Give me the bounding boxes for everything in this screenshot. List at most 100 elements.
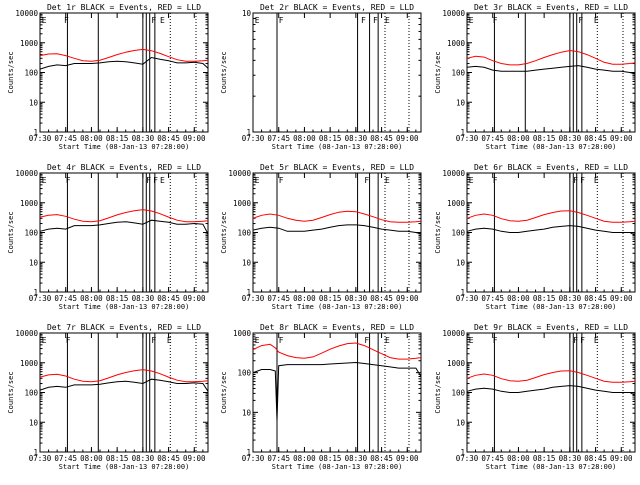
y-tick-label: 1 [460,288,465,297]
chart-title: Det 2r BLACK = Events, RED = LLD [260,3,414,12]
plot-frame [466,12,636,133]
y-axis-label: Counts/sec [220,371,228,413]
x-tick-label: 07:45 [54,294,77,303]
annotation-label: F [493,336,498,345]
x-axis-label: Start Time (08-Jan-13 07:28:00) [272,143,403,151]
chart-title: Det 3r BLACK = Events, RED = LLD [474,3,628,12]
y-axis-label: Counts/sec [7,211,15,253]
x-tick-label: 08:00 [507,134,530,143]
x-tick-label: 08:15 [533,134,556,143]
x-axis-label: Start Time (08-Jan-13 07:28:00) [59,463,190,471]
plot-frame [252,12,422,133]
x-tick-label: 09:00 [183,134,206,143]
annotation-label: F [580,176,585,185]
series-line-lld [466,210,636,223]
chart-panel-1: Det 1r BLACK = Events, RED = LLD 1 10 100 10… [7,3,209,151]
series-line-events [466,65,636,75]
annotation-label: E [469,176,474,185]
y-tick-label: 1 [460,448,465,457]
x-tick-label: 07:30 [29,134,52,143]
x-tick-label: 08:15 [533,294,556,303]
y-tick-label: 10 [29,258,39,267]
annotation-label: E [594,176,599,185]
y-tick-label: 100 [237,369,251,378]
x-tick-label: 08:00 [507,454,530,463]
annotation-label: F [573,336,578,345]
x-tick-label: 07:45 [481,294,504,303]
series-line-lld [39,48,209,62]
x-tick-label: 07:30 [456,294,479,303]
y-tick-label: 10 [456,258,466,267]
y-tick-label: 10 [242,408,252,417]
x-axis-label: Start Time (08-Jan-13 07:28:00) [272,303,403,311]
y-tick-label: 10 [242,9,252,18]
y-tick-label: 1000 [233,329,252,338]
x-tick-label: 08:30 [132,134,155,143]
x-tick-label: 08:00 [293,454,316,463]
y-tick-label: 100 [24,229,38,238]
x-tick-label: 08:15 [106,294,129,303]
y-tick-label: 10000 [442,169,465,178]
y-tick-label: 10 [29,418,39,427]
y-tick-label: 100 [24,69,38,78]
annotation-label: F [364,336,369,345]
plot-frame [39,12,209,133]
x-axis-label: Start Time (08-Jan-13 07:28:00) [59,303,190,311]
x-tick-label: 08:15 [319,454,342,463]
annotation-label: E [255,336,260,345]
x-tick-label: 08:15 [106,134,129,143]
annotation-label: E [385,336,390,345]
x-tick-label: 09:00 [183,454,206,463]
x-tick-label: 08:30 [345,454,368,463]
y-tick-label: 1 [246,128,251,137]
y-tick-label: 1 [33,128,38,137]
y-tick-label: 10 [242,258,252,267]
annotation-label: F [364,176,369,185]
y-tick-label: 1000 [233,199,252,208]
y-axis-label: Counts/sec [434,211,442,253]
x-tick-label: 08:30 [559,294,582,303]
annotation-label: E [594,16,599,25]
y-tick-label: 1 [246,448,251,457]
annotation-label: F [580,336,585,345]
annotation-label: E [469,336,474,345]
x-tick-label: 09:00 [183,294,206,303]
series-line-lld [466,370,636,383]
annotation-label: E [255,176,260,185]
x-axis-label: Start Time (08-Jan-13 07:28:00) [486,303,617,311]
x-tick-label: 07:30 [456,134,479,143]
y-axis-label: Counts/sec [434,51,442,93]
x-tick-label: 08:00 [507,294,530,303]
series-line-events [252,224,422,235]
x-tick-label: 07:45 [54,134,77,143]
annotation-label: F [578,16,583,25]
annotation-label: F [153,176,158,185]
y-axis-label: Counts/sec [220,51,228,93]
y-tick-label: 10 [29,98,39,107]
y-tick-label: 10000 [15,9,38,18]
x-tick-label: 08:15 [106,454,129,463]
x-tick-label: 07:45 [267,454,290,463]
series-line-events [252,361,422,422]
x-tick-label: 09:00 [396,134,419,143]
x-tick-label: 08:45 [370,294,393,303]
chart-title: Det 6r BLACK = Events, RED = LLD [474,163,628,172]
y-tick-label: 10 [456,98,466,107]
chart-title: Det 7r BLACK = Events, RED = LLD [47,323,201,332]
x-tick-label: 08:30 [559,454,582,463]
chart-panel-9: Det 9r BLACK = Events, RED = LLD 1 10 100 10… [434,323,636,471]
chart-panel-5: Det 5r BLACK = Events, RED = LLD 1 10 100 10… [220,163,422,311]
x-tick-label: 09:00 [610,294,633,303]
y-tick-label: 1000 [447,199,466,208]
y-tick-label: 10 [456,418,466,427]
annotation-label: E [160,16,165,25]
annotation-label: E [255,16,260,25]
annotation-label: F [279,16,284,25]
annotation-label: F [66,336,71,345]
x-tick-label: 07:30 [242,134,265,143]
y-tick-label: 100 [451,389,465,398]
chart-panel-7: Det 7r BLACK = Events, RED = LLD 1 10 100 10… [7,323,209,471]
y-tick-label: 10000 [442,9,465,18]
